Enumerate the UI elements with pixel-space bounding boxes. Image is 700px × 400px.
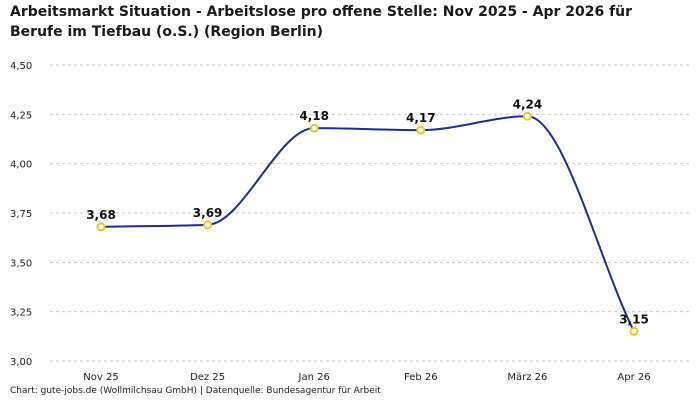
data-point xyxy=(629,326,639,336)
y-tick-label: 4,50 xyxy=(10,61,32,72)
data-label: 3,15 xyxy=(619,312,649,326)
series-line-layer xyxy=(100,115,635,332)
x-tick-label: Dez 25 xyxy=(190,372,225,383)
y-tick-label: 4,00 xyxy=(10,160,32,171)
x-tick-label: Apr 26 xyxy=(617,372,650,383)
x-tick-label: Jan 26 xyxy=(298,372,330,383)
x-axis-ticks: Nov 25 Dez 25 Jan 26 Feb 26 März 26 Apr 26 xyxy=(83,372,650,383)
data-label: 4,18 xyxy=(299,109,329,123)
y-axis-ticks: 3,00 3,25 3,50 3,75 4,00 4,25 4,50 xyxy=(10,61,32,368)
y-tick-label: 4,25 xyxy=(10,110,32,121)
data-point xyxy=(309,123,319,133)
data-label: 4,17 xyxy=(406,111,436,125)
chart-source-footer: Chart: gute-jobs.de (Wollmilchsau GmbH) … xyxy=(10,386,381,396)
chart-title-line-2: Berufe im Tiefbau (o.S.) (Region Berlin) xyxy=(10,24,323,40)
chart-title: Arbeitsmarkt Situation - Arbeitslose pro… xyxy=(10,2,690,42)
data-point xyxy=(203,220,213,230)
series-line xyxy=(100,115,635,332)
data-point xyxy=(522,111,532,121)
data-point xyxy=(416,125,426,135)
data-points xyxy=(96,111,639,336)
y-tick-label: 3,75 xyxy=(10,209,32,220)
data-label: 3,68 xyxy=(86,208,116,222)
data-label: 3,69 xyxy=(193,206,223,220)
chart-title-line-1: Arbeitsmarkt Situation - Arbeitslose pro… xyxy=(10,4,633,20)
data-labels: 3,68 3,69 4,18 4,17 4,24 3,15 xyxy=(86,97,649,326)
y-tick-label: 3,00 xyxy=(10,357,32,368)
grid-lines xyxy=(50,64,690,362)
x-tick-label: März 26 xyxy=(507,372,547,383)
y-tick-label: 3,50 xyxy=(10,258,32,269)
y-tick-label: 3,25 xyxy=(10,308,32,319)
data-label: 4,24 xyxy=(513,97,543,111)
x-tick-label: Feb 26 xyxy=(404,372,438,383)
data-point xyxy=(96,222,106,232)
x-tick-label: Nov 25 xyxy=(83,372,118,383)
